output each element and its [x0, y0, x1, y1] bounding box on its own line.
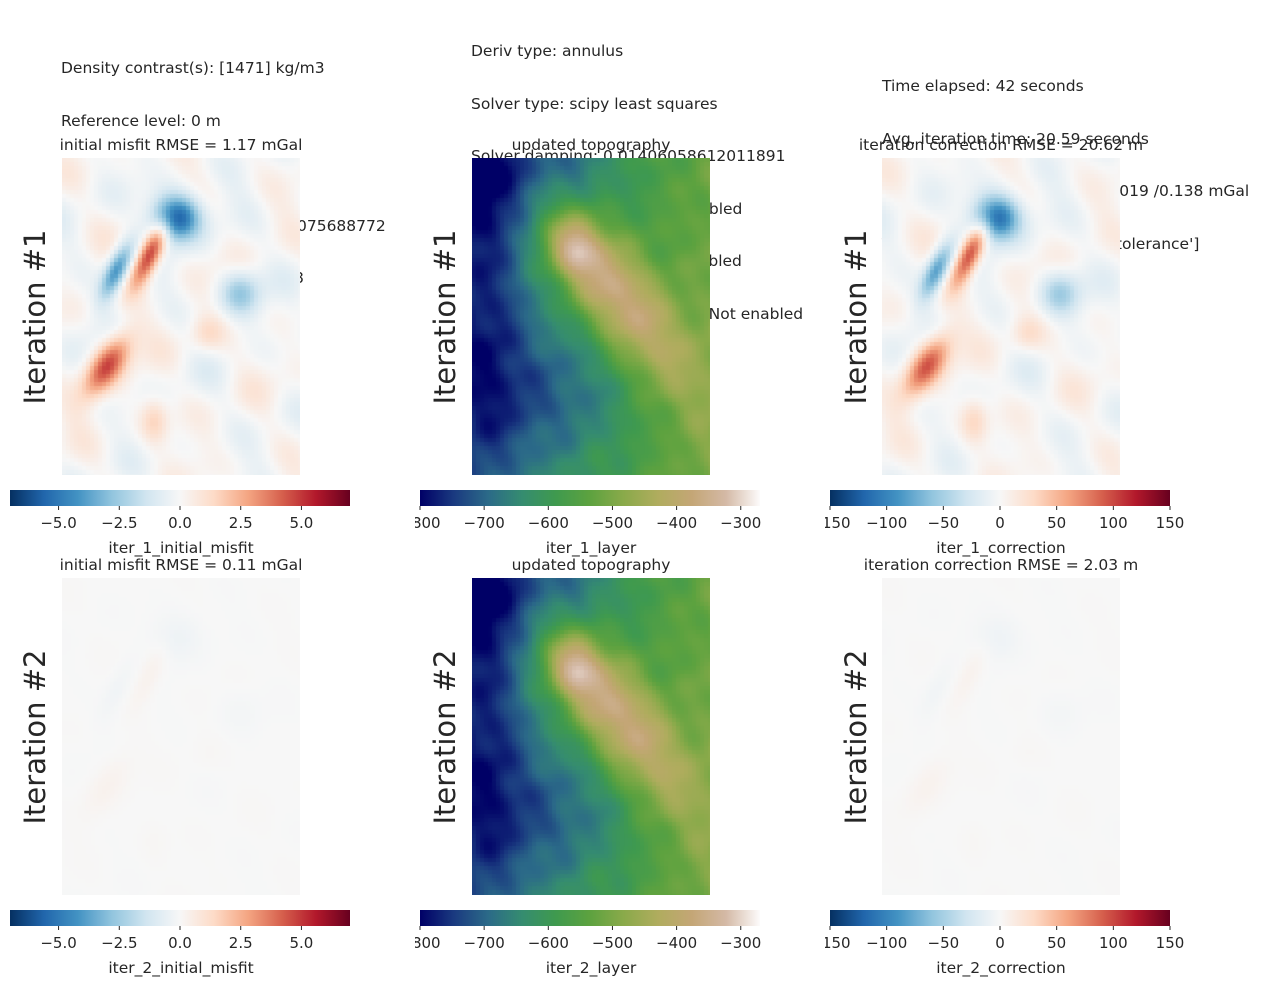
panel-title-topography-2: updated topography [511, 556, 671, 574]
colorbar-tick-label: −700 [464, 934, 505, 950]
colorbar-tick-label: −100 [866, 934, 907, 950]
info-line: Time elapsed: 42 seconds [882, 77, 1084, 95]
colorbar-label-layer-1: iter_1_layer [545, 539, 637, 557]
colorbar-tick-label: −2.5 [101, 514, 137, 530]
colorbar-tick-label: −600 [528, 514, 569, 530]
info-line: Reference level: 0 m [61, 111, 221, 130]
row-label-iteration-2: Iteration #2 [839, 649, 873, 825]
colorbar-tick-label: −300 [720, 934, 761, 950]
colorbar-gradient [830, 490, 1170, 506]
colorbar-tick-label: −150 [825, 934, 851, 950]
row-label-iteration-1: Iteration #1 [18, 229, 52, 405]
colorbar-label-misfit-2: iter_2_initial_misfit [108, 959, 254, 977]
colorbar-gradient [10, 910, 350, 926]
colorbar-tick-label: −50 [928, 514, 960, 530]
row-label-iteration-2: Iteration #2 [18, 649, 52, 825]
colorbar-tick-label: −50 [928, 934, 960, 950]
colorbar-tick-label: 0 [995, 514, 1005, 530]
colorbar-layer-iter-2: −800 −700 −600 −500 −400 −300 [415, 910, 761, 950]
info-line: Avg. iteration time: 20.59 seconds [882, 129, 1149, 148]
colorbar-tick-label: 5.0 [289, 514, 313, 530]
colorbar-tick-label: 100 [1099, 934, 1128, 950]
colorbar-tick-label: 2.5 [229, 514, 253, 530]
colorbar-tick-label: 0 [995, 934, 1005, 950]
colorbar-tick-label: −500 [592, 934, 633, 950]
colorbar-tick-label: 150 [1156, 934, 1185, 950]
correction-heatmap-iter-2 [882, 578, 1120, 895]
colorbar-tick-label: 0.0 [168, 514, 192, 530]
panel-title-correction-1: iteration correction RMSE = 20.62 m [858, 136, 1144, 154]
misfit-heatmap-iter-1 [62, 158, 300, 475]
colorbar-tick-label: −600 [528, 934, 569, 950]
colorbar-label-correction-2: iter_2_correction [936, 959, 1066, 977]
colorbar-label-layer-2: iter_2_layer [545, 959, 637, 977]
colorbar-tick-label: −400 [656, 934, 697, 950]
colorbar-tick-label: −300 [720, 514, 761, 530]
colorbar-label-misfit-1: iter_1_initial_misfit [108, 539, 254, 557]
colorbar-label-correction-1: iter_1_correction [936, 539, 1066, 557]
colorbar-correction-iter-1: −150 −100 −50 0 50 100 150 [825, 490, 1185, 530]
colorbar-misfit-iter-1: −5.0 −2.5 0.0 2.5 5.0 [10, 490, 350, 530]
colorbar-correction-iter-2: −150 −100 −50 0 50 100 150 [825, 910, 1185, 950]
colorbar-tick-label: 50 [1047, 934, 1066, 950]
colorbar-gradient [830, 910, 1170, 926]
colorbar-gradient [420, 910, 760, 926]
topography-heatmap-iter-1 [472, 158, 710, 475]
correction-heatmap-iter-1 [882, 158, 1120, 475]
colorbar-tick-label: −500 [592, 514, 633, 530]
topography-heatmap-iter-2 [472, 578, 710, 895]
colorbar-tick-label: 150 [1156, 514, 1185, 530]
info-line: Density contrast(s): [1471] kg/m3 [61, 59, 325, 77]
info-line: Deriv type: annulus [471, 42, 624, 60]
info-line: Solver type: scipy least squares [471, 94, 718, 113]
colorbar-tick-label: 50 [1047, 514, 1066, 530]
colorbar-tick-label: −2.5 [101, 934, 137, 950]
colorbar-gradient [420, 490, 760, 506]
panel-title-misfit-2: initial misfit RMSE = 0.11 mGal [59, 556, 303, 574]
row-label-iteration-2: Iteration #2 [428, 649, 462, 825]
colorbar-tick-label: −5.0 [40, 934, 76, 950]
colorbar-gradient [10, 490, 350, 506]
colorbar-tick-label: −150 [825, 514, 851, 530]
colorbar-tick-label: −100 [866, 514, 907, 530]
misfit-heatmap-iter-2 [62, 578, 300, 895]
panel-title-topography-1: updated topography [511, 136, 671, 154]
colorbar-tick-label: −700 [464, 514, 505, 530]
row-label-iteration-1: Iteration #1 [839, 229, 873, 405]
colorbar-tick-label: 5.0 [289, 934, 313, 950]
colorbar-tick-label: 100 [1099, 514, 1128, 530]
colorbar-tick-label: 0.0 [168, 934, 192, 950]
colorbar-tick-label: −400 [656, 514, 697, 530]
colorbar-tick-label: 2.5 [229, 934, 253, 950]
colorbar-misfit-iter-2: −5.0 −2.5 0.0 2.5 5.0 [10, 910, 350, 950]
panel-title-misfit-1: initial misfit RMSE = 1.17 mGal [59, 136, 303, 154]
colorbar-layer-iter-1: −800 −700 −600 −500 −400 −300 [415, 490, 761, 530]
colorbar-tick-label: −5.0 [40, 514, 76, 530]
row-label-iteration-1: Iteration #1 [428, 229, 462, 405]
colorbar-tick-label: −800 [415, 514, 441, 530]
panel-title-correction-2: iteration correction RMSE = 2.03 m [863, 556, 1139, 574]
colorbar-tick-label: −800 [415, 934, 441, 950]
